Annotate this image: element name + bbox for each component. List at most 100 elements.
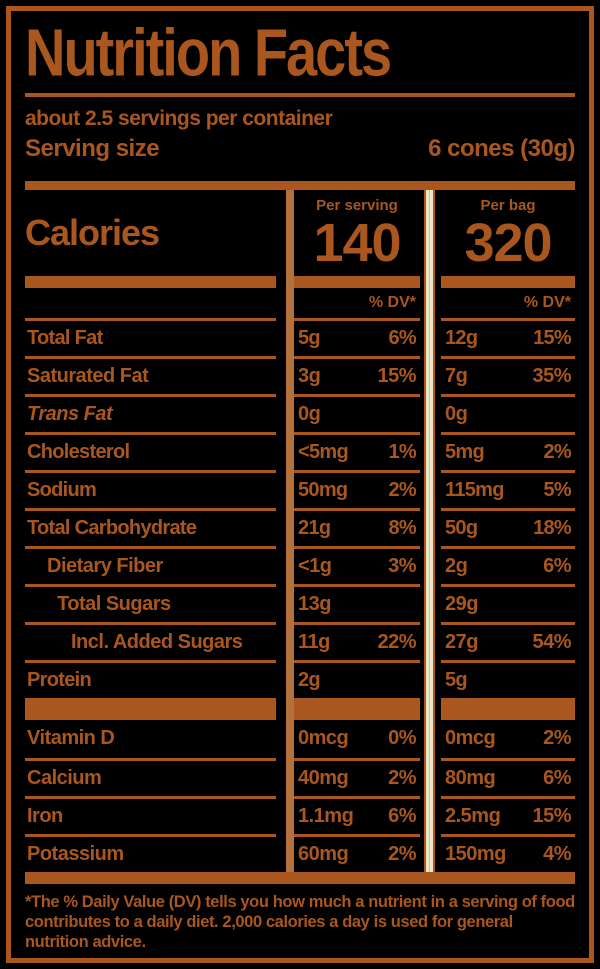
dv: 0% <box>388 727 416 750</box>
per-serving-header: Per serving <box>316 197 398 215</box>
dv: 54% <box>532 630 571 653</box>
row-total-carbohydrate: Total Carbohydrate 21g 8% 50g 18% <box>25 507 575 546</box>
dv: 2% <box>388 842 416 865</box>
nutrient-name: Dietary Fiber <box>25 545 276 584</box>
nutrient-name: Incl. Added Sugars <box>25 621 276 660</box>
calories-per-serving-value: 140 <box>313 213 401 274</box>
footer-separator-bar <box>25 871 575 884</box>
amount: 0mcg <box>445 727 496 750</box>
label-title: Nutrition Facts <box>25 14 392 90</box>
row-iron: Iron 1.1mg 6% 2.5mg 15% <box>25 795 575 834</box>
dv: 2% <box>543 440 571 463</box>
amount: 5g <box>298 326 321 349</box>
amount: 13g <box>298 592 331 615</box>
row-calcium: Calcium 40mg 2% 80mg 6% <box>25 757 575 796</box>
calories-row: Calories Per serving 140 Per bag 320 <box>25 190 575 276</box>
amount: 29g <box>445 592 478 615</box>
nutrient-name: Vitamin D <box>27 727 115 750</box>
calories-per-bag-value: 320 <box>464 213 552 274</box>
servings-per-container: about 2.5 servings per container <box>25 106 333 130</box>
nutrient-name: Iron <box>25 795 276 834</box>
calories-per-serving: Per serving 140 <box>294 195 420 270</box>
row-dietary-fiber: Dietary Fiber <1g 3% 2g 6% <box>25 545 575 584</box>
amount: 40mg <box>298 766 349 789</box>
dv-header-serving: % DV* <box>368 293 416 311</box>
column-divider-cream <box>424 189 435 872</box>
row-cholesterol: Cholesterol <5mg 1% 5mg 2% <box>25 431 575 470</box>
dv: 2% <box>543 727 571 750</box>
amount: 2.5mg <box>445 804 501 827</box>
amount: 0mcg <box>298 727 349 750</box>
nutrient-name: Potassium <box>25 833 276 872</box>
nutrient-name: Calcium <box>25 757 276 796</box>
calories-separator-bar <box>25 275 575 288</box>
amount: 2g <box>298 668 321 691</box>
label-panel: Nutrition Facts about 2.5 servings per c… <box>6 6 594 963</box>
serving-size-value: 6 cones (30g) <box>428 134 575 162</box>
dv: 6% <box>543 554 571 577</box>
title-rule <box>25 92 575 97</box>
amount: <5mg <box>298 440 349 463</box>
serving-size-row: Serving size 6 cones (30g) <box>25 135 575 163</box>
nutrition-table: Calories Per serving 140 Per bag 320 <box>25 189 575 884</box>
calories-per-bag: Per bag 320 <box>441 195 575 270</box>
dv: 2% <box>388 478 416 501</box>
dv: 22% <box>377 630 416 653</box>
amount: <1g <box>298 554 332 577</box>
amount: 5g <box>445 668 468 691</box>
header-separator-bar <box>25 180 575 190</box>
calories-label: Calories <box>25 211 160 253</box>
amount: 50mg <box>298 478 348 501</box>
row-protein: Protein 2g 5g <box>25 659 575 698</box>
amount: 80mg <box>445 766 496 789</box>
amount: 3g <box>298 364 321 387</box>
dv-header-row: % DV* % DV* <box>25 288 575 318</box>
nutrient-name: Total Fat <box>25 317 276 356</box>
row-total-sugars: Total Sugars 13g 29g <box>25 583 575 622</box>
nutrient-name: Total Carbohydrate <box>25 507 276 546</box>
dv: 15% <box>377 364 416 387</box>
amount: 11g <box>298 630 330 653</box>
dv: 35% <box>532 364 571 387</box>
row-trans-fat: Trans Fat 0g 0g <box>25 393 575 432</box>
amount: 50g <box>445 516 478 539</box>
amount: 5mg <box>445 440 485 463</box>
column-divider-left <box>286 189 294 872</box>
per-bag-header: Per bag <box>480 197 536 215</box>
amount: 12g <box>445 326 478 349</box>
dv-footnote: *The % Daily Value (DV) tells you how mu… <box>25 892 575 951</box>
nutrient-name: Trans Fat <box>25 393 276 432</box>
row-added-sugars: Incl. Added Sugars 11g 22% 27g 54% <box>25 621 575 660</box>
row-vitamin-d: Vitamin D 0mcg 0% 0mcg 2% <box>25 720 575 758</box>
dv: 1% <box>388 440 416 463</box>
amount: 60mg <box>298 842 349 865</box>
dv: 5% <box>543 478 571 501</box>
dv: 3% <box>388 554 416 577</box>
dv: 15% <box>533 326 572 349</box>
amount: 150mg <box>445 842 506 865</box>
amount: 0g <box>445 402 468 425</box>
amount: 21g <box>298 516 331 539</box>
dv: 2% <box>388 766 416 789</box>
dv: 6% <box>388 326 416 349</box>
dv: 18% <box>533 516 572 539</box>
dv: 4% <box>543 842 571 865</box>
row-sodium: Sodium 50mg 2% 115mg 5% <box>25 469 575 508</box>
dv: 6% <box>543 766 571 789</box>
row-potassium: Potassium 60mg 2% 150mg 4% <box>25 833 575 872</box>
row-total-fat: Total Fat 5g 6% 12g 15% <box>25 317 575 356</box>
nutrient-name: Saturated Fat <box>25 355 276 394</box>
dv-header-bag: % DV* <box>523 293 571 311</box>
serving-size-label: Serving size <box>25 134 160 162</box>
dv: 6% <box>388 804 416 827</box>
amount: 2g <box>445 554 468 577</box>
nutrient-name: Total Sugars <box>25 583 276 622</box>
dv: 15% <box>532 804 571 827</box>
amount: 0g <box>298 402 321 425</box>
nutrient-name: Cholesterol <box>25 431 276 470</box>
vitamins-separator-bar <box>25 697 575 720</box>
dv: 8% <box>388 516 416 539</box>
amount: 27g <box>445 630 478 653</box>
amount: 1.1mg <box>298 804 354 827</box>
